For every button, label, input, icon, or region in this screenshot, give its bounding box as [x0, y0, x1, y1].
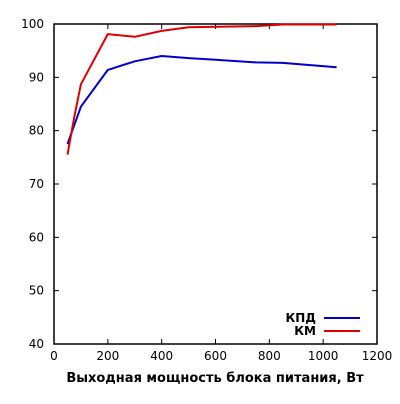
y-tick-label: 70	[29, 177, 44, 191]
series-layer	[66, 23, 337, 155]
x-axis: 0 200 400 600 800 1000 1200	[50, 24, 392, 363]
x-tick-label: 600	[204, 349, 227, 363]
y-tick-label: 60	[29, 230, 44, 244]
x-tick-label: 0	[50, 349, 58, 363]
legend-label: КМ	[294, 324, 316, 338]
y-tick-label: 100	[21, 17, 44, 31]
series-line-КПД	[66, 55, 337, 145]
x-tick-label: 1000	[308, 349, 339, 363]
y-tick-label: 80	[29, 124, 44, 138]
x-tick-label: 400	[150, 349, 173, 363]
y-tick-label: 40	[29, 337, 44, 351]
x-axis-label: Выходная мощность блока питания, Вт	[66, 371, 364, 386]
x-tick-label: 1200	[362, 349, 393, 363]
y-tick-label: 50	[29, 284, 44, 298]
legend-label: КПД	[285, 311, 316, 325]
plot-frame	[53, 23, 378, 345]
y-tick-label: 90	[29, 70, 44, 84]
x-tick-label: 800	[258, 349, 281, 363]
y-axis: 40 50 60 70 80 90 100	[21, 17, 377, 351]
series-line-КМ	[66, 23, 337, 155]
x-tick-label: 200	[96, 349, 119, 363]
